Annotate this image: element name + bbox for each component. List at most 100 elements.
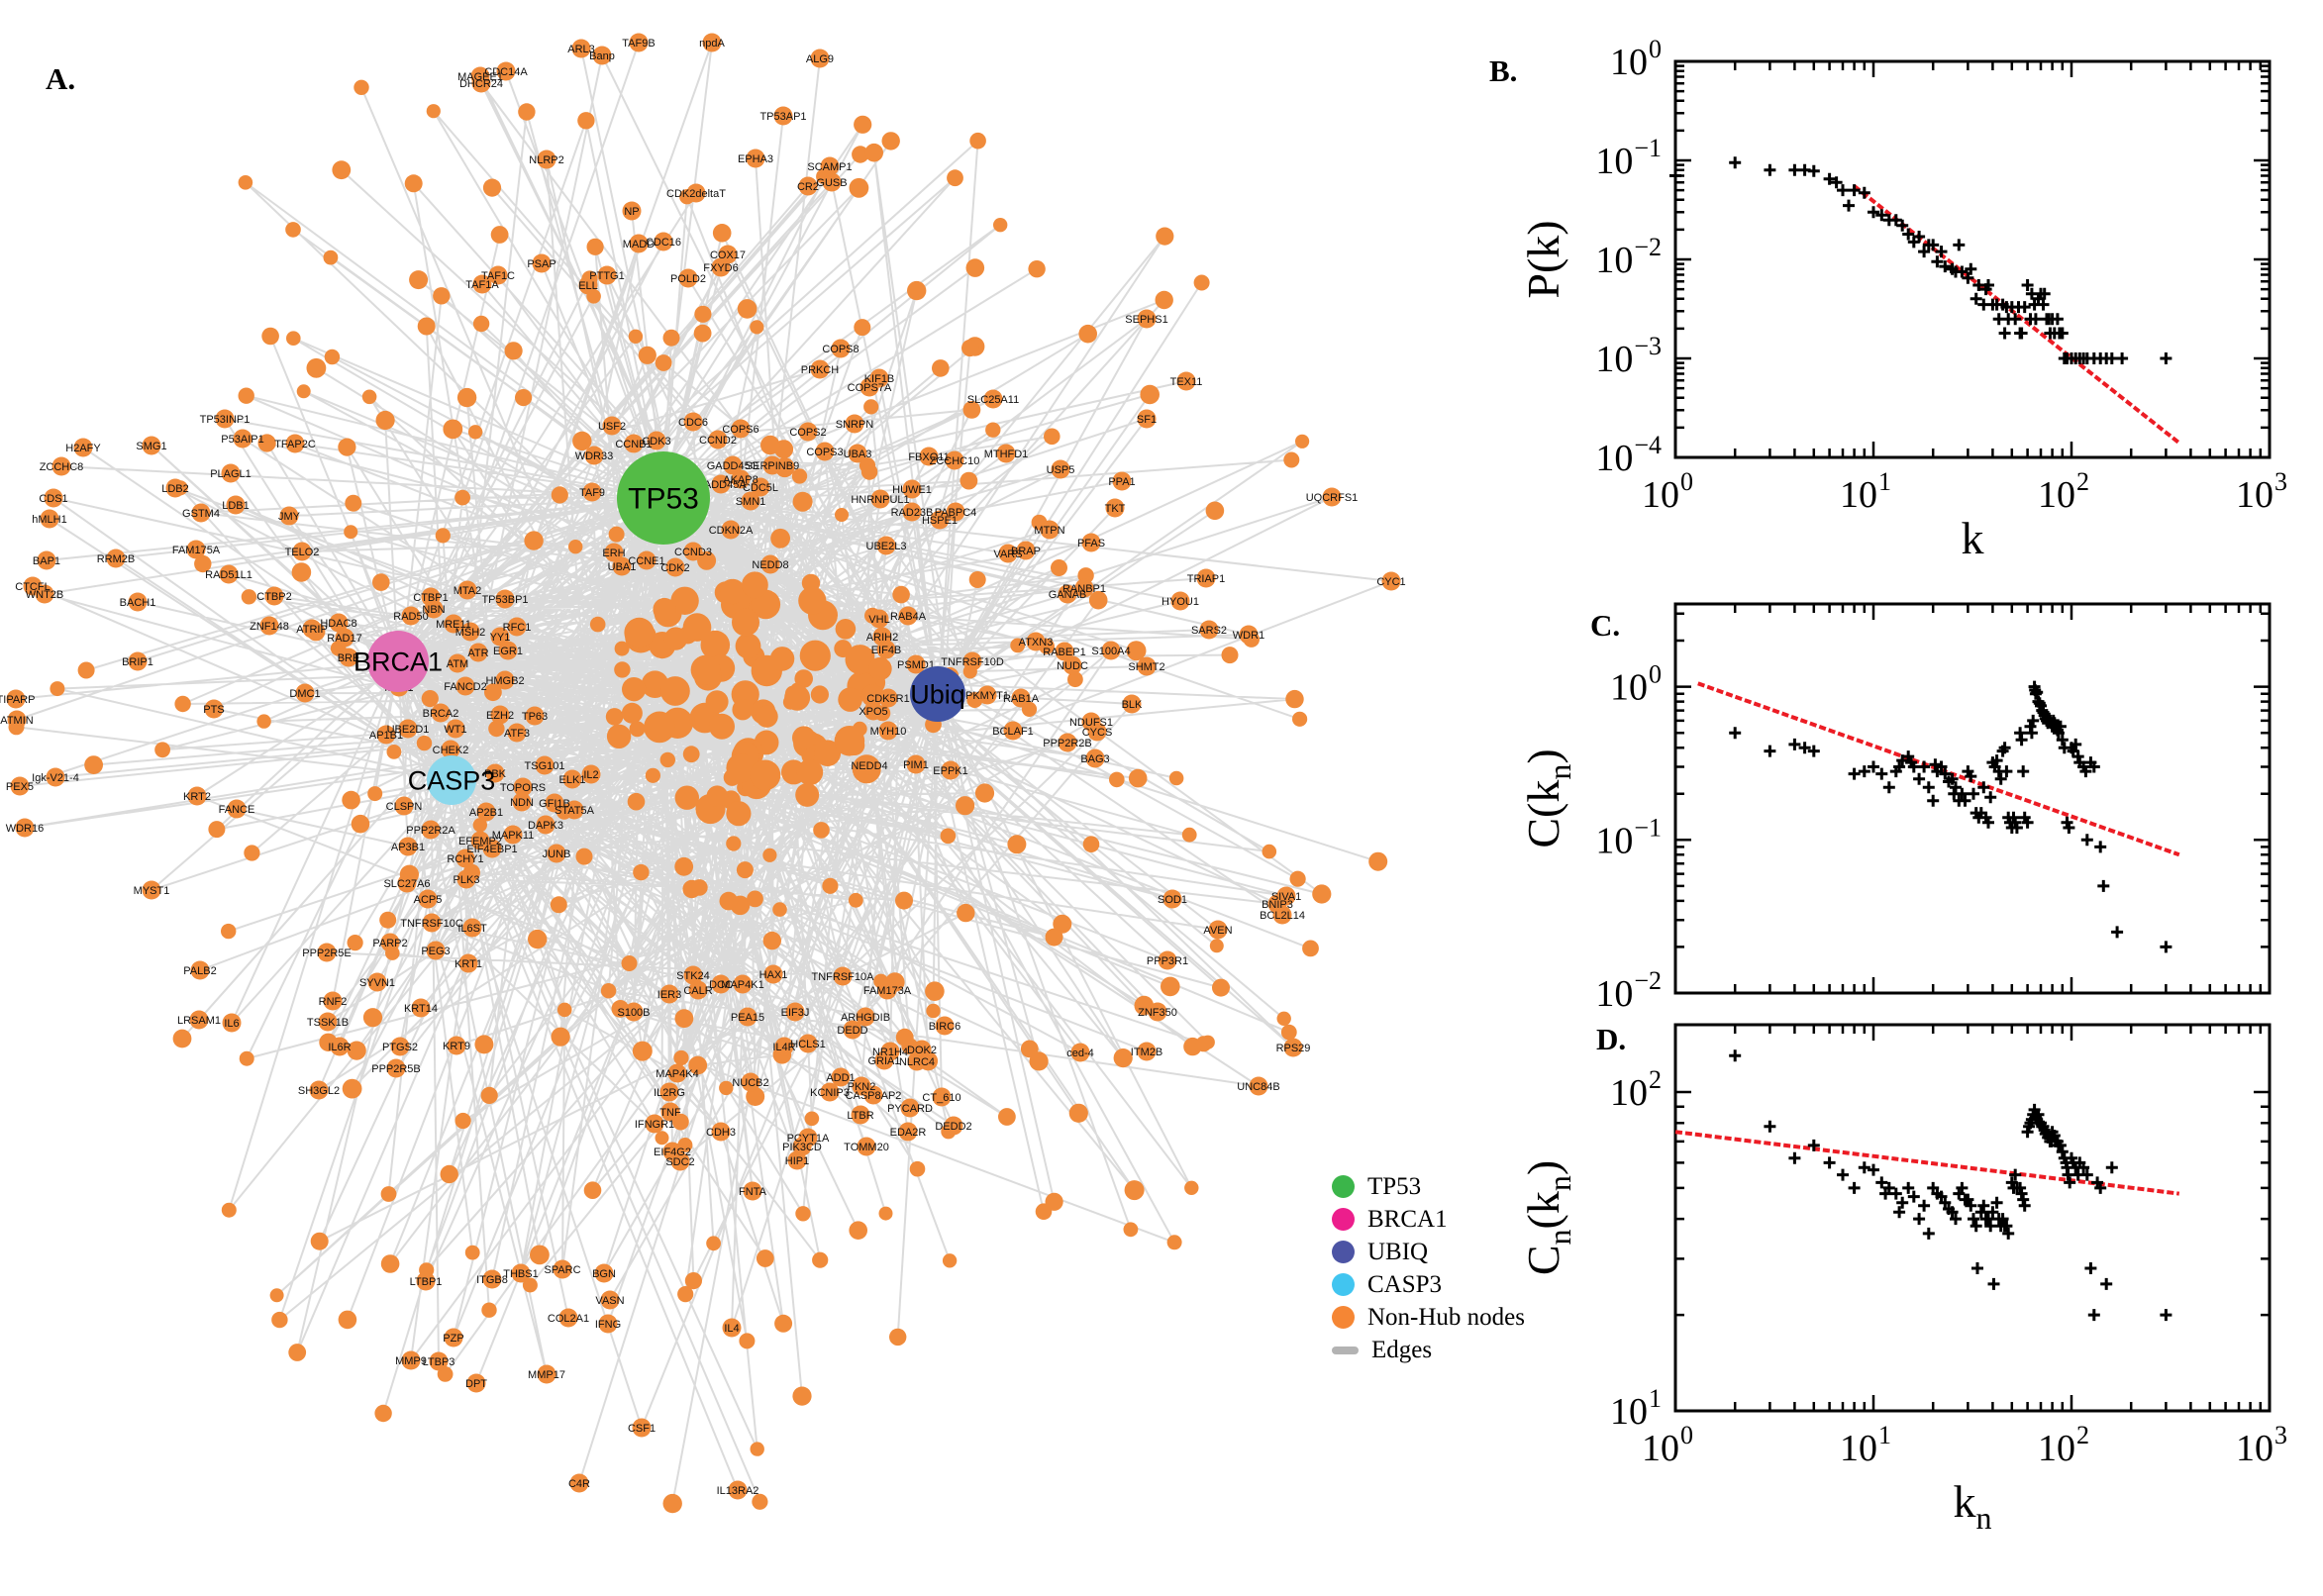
network-node — [1221, 647, 1239, 664]
network-node — [564, 800, 584, 820]
network-node-label: PPP2R5B — [371, 1063, 421, 1075]
network-node — [204, 699, 224, 719]
network-node-label: CDK3 — [642, 436, 670, 448]
network-node-label: PEA15 — [731, 1012, 764, 1024]
network-node — [490, 705, 510, 725]
network-node-label: HDAC8 — [320, 618, 356, 630]
network-node — [330, 1037, 350, 1056]
network-node — [535, 755, 555, 775]
network-node — [374, 1404, 392, 1423]
network-node-label: PIK3CD — [782, 1142, 822, 1153]
network-node — [190, 960, 210, 980]
network-node — [612, 556, 632, 576]
network-node — [600, 983, 617, 999]
network-node — [831, 339, 851, 358]
network-node-label: IFNG — [595, 1319, 621, 1331]
network-node-label: PCYT1A — [787, 1133, 830, 1145]
network-node — [962, 401, 981, 419]
network-node — [338, 1310, 357, 1330]
network-node — [674, 1009, 694, 1029]
network-node-label: MADD — [623, 239, 655, 250]
network-node — [528, 929, 548, 949]
network-node-label: KRT9 — [443, 1041, 470, 1052]
network-node — [421, 820, 441, 840]
chart-panel-C: 100 10−1 10−2 C(kn) — [1518, 602, 2272, 1015]
network-node — [269, 1288, 284, 1303]
network-node — [1058, 733, 1077, 752]
network-node-label: TIPARP — [0, 694, 35, 706]
legend-item-nonhub: Non-Hub nodes — [1332, 1301, 1525, 1334]
tick-label: 102 — [2038, 1421, 2089, 1469]
network-node — [456, 387, 477, 408]
network-node — [683, 542, 703, 561]
network-node — [186, 540, 206, 559]
network-node-label: UQCRFS1 — [1306, 492, 1359, 504]
network-node-label: NBN — [422, 604, 445, 616]
network-node-label: SLC25A11 — [967, 394, 1019, 406]
network-node — [1074, 578, 1094, 598]
network-node — [1137, 409, 1157, 429]
network-node — [683, 412, 703, 432]
network-node — [996, 444, 1016, 463]
legend-item-ubiq: UBIQ — [1332, 1236, 1525, 1268]
network-node-label: SOD1 — [1158, 894, 1187, 906]
network-node — [726, 801, 752, 827]
network-node — [985, 422, 1001, 438]
network-node — [1262, 844, 1277, 859]
network-node — [354, 79, 369, 96]
tick-label: 100 — [1610, 660, 1662, 709]
network-node — [128, 651, 148, 671]
network-node — [691, 879, 708, 896]
network-node-label: ALG9 — [806, 53, 834, 65]
network-node-label: GANAB — [1049, 589, 1087, 601]
network-node — [998, 544, 1018, 563]
network-node — [810, 49, 830, 68]
network-node — [372, 573, 390, 591]
network-node — [553, 1259, 572, 1279]
network-node — [711, 974, 731, 994]
network-node-label: TAF1A — [465, 279, 499, 291]
network-node — [769, 647, 795, 671]
network-node — [226, 495, 246, 515]
network-node — [1137, 1042, 1157, 1061]
network-node — [1105, 498, 1125, 518]
network-node — [857, 1137, 876, 1156]
network-node-label: PZP — [443, 1333, 463, 1345]
network-node-label: PEX5 — [6, 781, 34, 793]
network-node-label: FAM173A — [863, 985, 912, 997]
network-node — [513, 777, 533, 797]
network-node-label: CTCFL — [15, 581, 50, 593]
network-node-label: CLSPN — [386, 801, 423, 813]
network-node — [380, 1254, 400, 1273]
network-node-label: COPS2 — [789, 427, 826, 439]
network-node — [490, 627, 510, 647]
network-node — [637, 550, 656, 570]
network-node — [286, 331, 301, 347]
network-node-label: WNT2B — [26, 589, 64, 601]
network-node-label: ZNF148 — [250, 621, 289, 633]
network-legend: TP53 BRCA1 UBIQ CASP3 Non-Hub nodes Edge… — [1332, 1170, 1525, 1366]
network-node — [309, 1080, 329, 1100]
network-node — [367, 786, 383, 802]
network-node — [741, 491, 760, 511]
network-node — [969, 132, 986, 150]
network-node-label: PPP3R1 — [1147, 955, 1188, 967]
network-node — [1208, 920, 1228, 940]
network-node — [447, 1036, 466, 1055]
network-node — [1051, 459, 1070, 479]
network-node — [690, 654, 721, 685]
tick-label: 10−1 — [1595, 134, 1662, 182]
network-node-label: PARP2 — [372, 938, 407, 949]
network-node — [602, 416, 622, 436]
network-node — [700, 630, 731, 660]
network-node-label: CTBP1 — [413, 592, 448, 604]
network-node-label: TP63 — [522, 711, 548, 723]
network-node — [796, 758, 824, 786]
network-node-label: ZCCHC8 — [40, 461, 84, 473]
network-node-label: PKN2 — [848, 1081, 876, 1093]
network-node — [1155, 290, 1173, 310]
tick-label: 10−3 — [1595, 332, 1662, 380]
network-node-label: RPS29 — [1276, 1043, 1311, 1054]
network-node — [1289, 870, 1306, 887]
network-node — [907, 280, 927, 301]
